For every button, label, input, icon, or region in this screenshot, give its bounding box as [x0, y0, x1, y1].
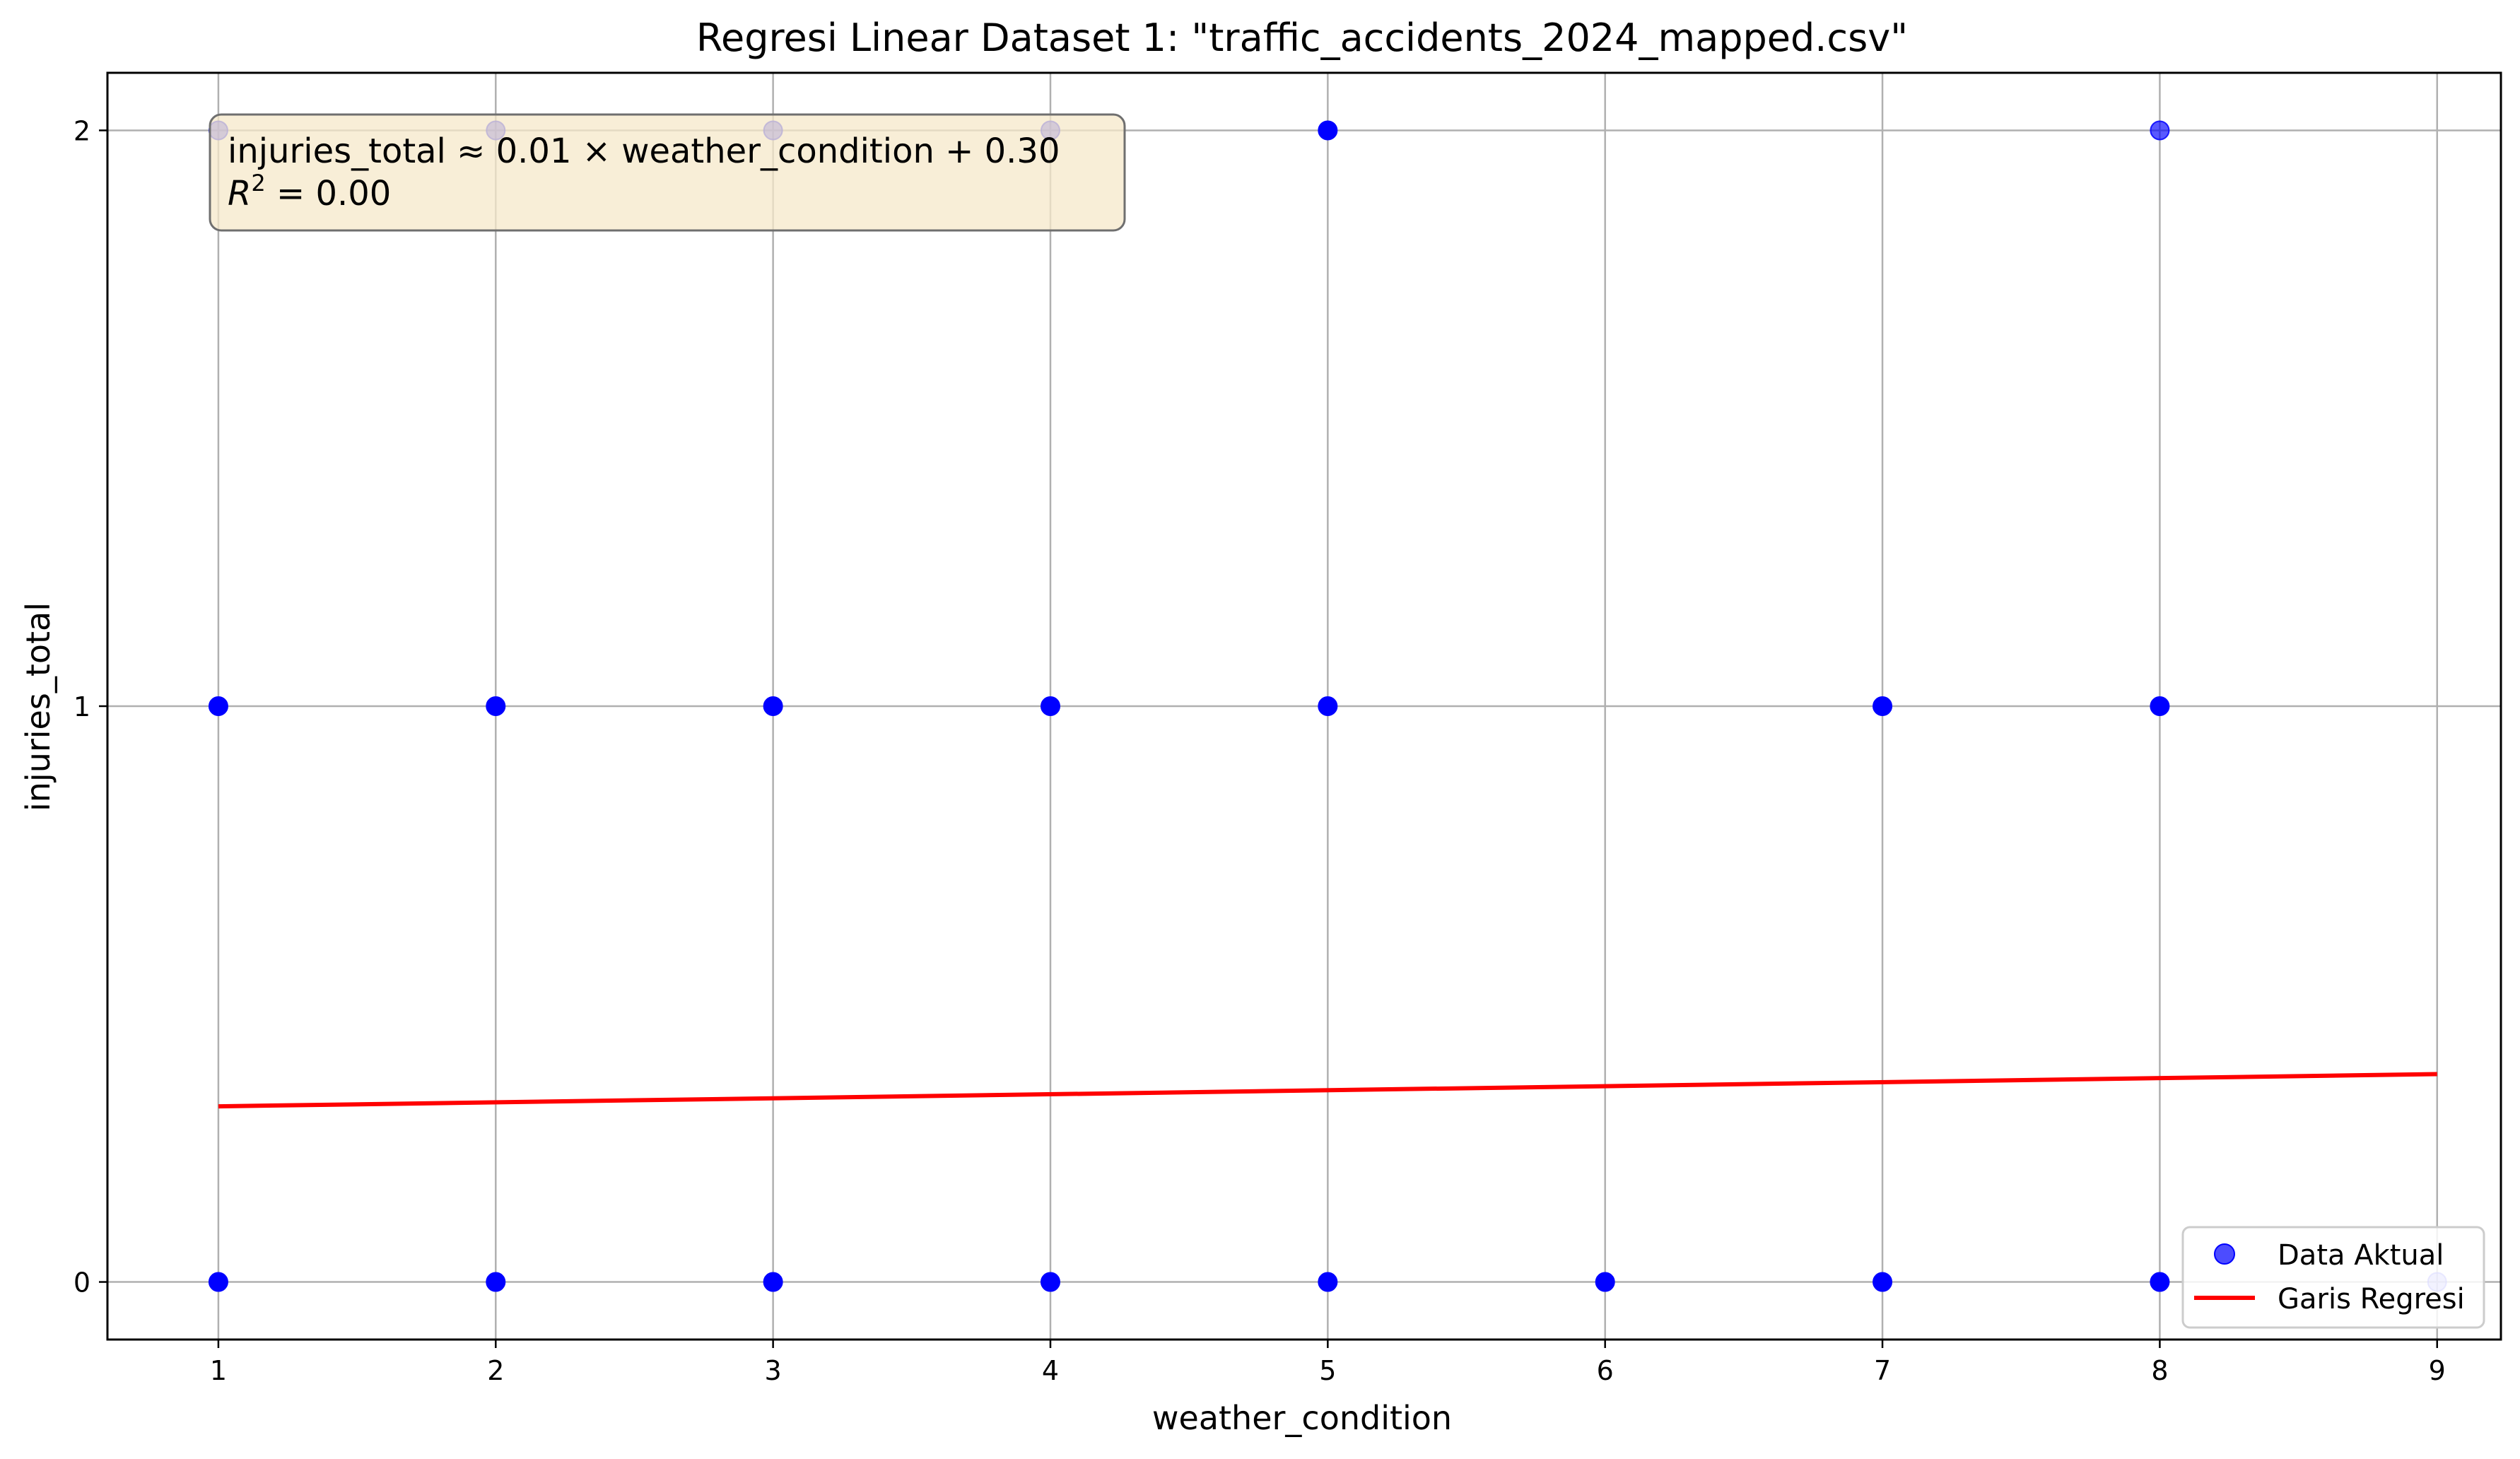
regression-equation: injuries_total ≈ 0.01 × weather_conditio…: [228, 131, 1060, 171]
equation-annotation: injuries_total ≈ 0.01 × weather_conditio…: [209, 113, 1126, 232]
x-tick-label: 1: [210, 1355, 227, 1386]
x-tick-label: 7: [1874, 1355, 1891, 1386]
y-axis-ticks: 0 1 2: [74, 115, 107, 1299]
chart-legend: Data Aktual Garis Regresi: [2181, 1226, 2485, 1329]
data-point: [1595, 1272, 1615, 1292]
r-squared-label: R2 = 0.00: [228, 170, 391, 213]
regression-line-layer: [218, 1072, 2437, 1109]
data-point: [2150, 696, 2170, 716]
r-squared-symbol: R: [228, 174, 251, 213]
x-axis-label: weather_condition: [1152, 1399, 1452, 1437]
chart-title: Regresi Linear Dataset 1: "traffic_accid…: [696, 16, 1908, 60]
data-point: [763, 696, 783, 716]
legend-marker-data-aktual: [2214, 1243, 2235, 1265]
legend-label-data-aktual: Data Aktual: [2278, 1239, 2444, 1272]
x-tick-label: 6: [1597, 1355, 1614, 1386]
data-point: [1318, 120, 1338, 141]
plot-area: injuries_total ≈ 0.01 × weather_conditio…: [106, 71, 2502, 1341]
x-tick-label: 5: [1319, 1355, 1336, 1386]
r-squared-exponent: 2: [251, 170, 265, 197]
legend-label-garis-regresi: Garis Regresi: [2278, 1283, 2465, 1316]
x-tick-label: 3: [765, 1355, 782, 1386]
data-point: [2150, 120, 2170, 141]
x-tick-label: 9: [2429, 1355, 2446, 1386]
data-point: [486, 696, 506, 716]
data-point: [1873, 1272, 1893, 1292]
annotation-box: [209, 113, 1126, 232]
legend-box: [2181, 1226, 2485, 1329]
data-point: [486, 1272, 506, 1292]
x-tick-label: 2: [487, 1355, 504, 1386]
regression-line: [218, 1072, 2437, 1109]
data-point: [208, 1272, 228, 1292]
data-point: [1873, 696, 1893, 716]
y-tick-label: 1: [74, 691, 90, 722]
x-tick-label: 8: [2151, 1355, 2168, 1386]
r-squared-value: = 0.00: [266, 174, 392, 213]
data-point: [1040, 696, 1060, 716]
data-point: [1318, 696, 1338, 716]
data-point: [1318, 1272, 1338, 1292]
y-tick-label: 0: [74, 1267, 90, 1299]
data-point: [763, 1272, 783, 1292]
data-point: [1040, 1272, 1060, 1292]
data-point: [2150, 1272, 2170, 1292]
data-point: [208, 696, 228, 716]
y-axis-label: injuries_total: [19, 602, 57, 811]
x-tick-label: 4: [1042, 1355, 1059, 1386]
y-tick-label: 2: [74, 115, 90, 146]
x-axis-ticks: 1 2 3 4 5 6 7 8 9: [210, 1340, 2446, 1386]
